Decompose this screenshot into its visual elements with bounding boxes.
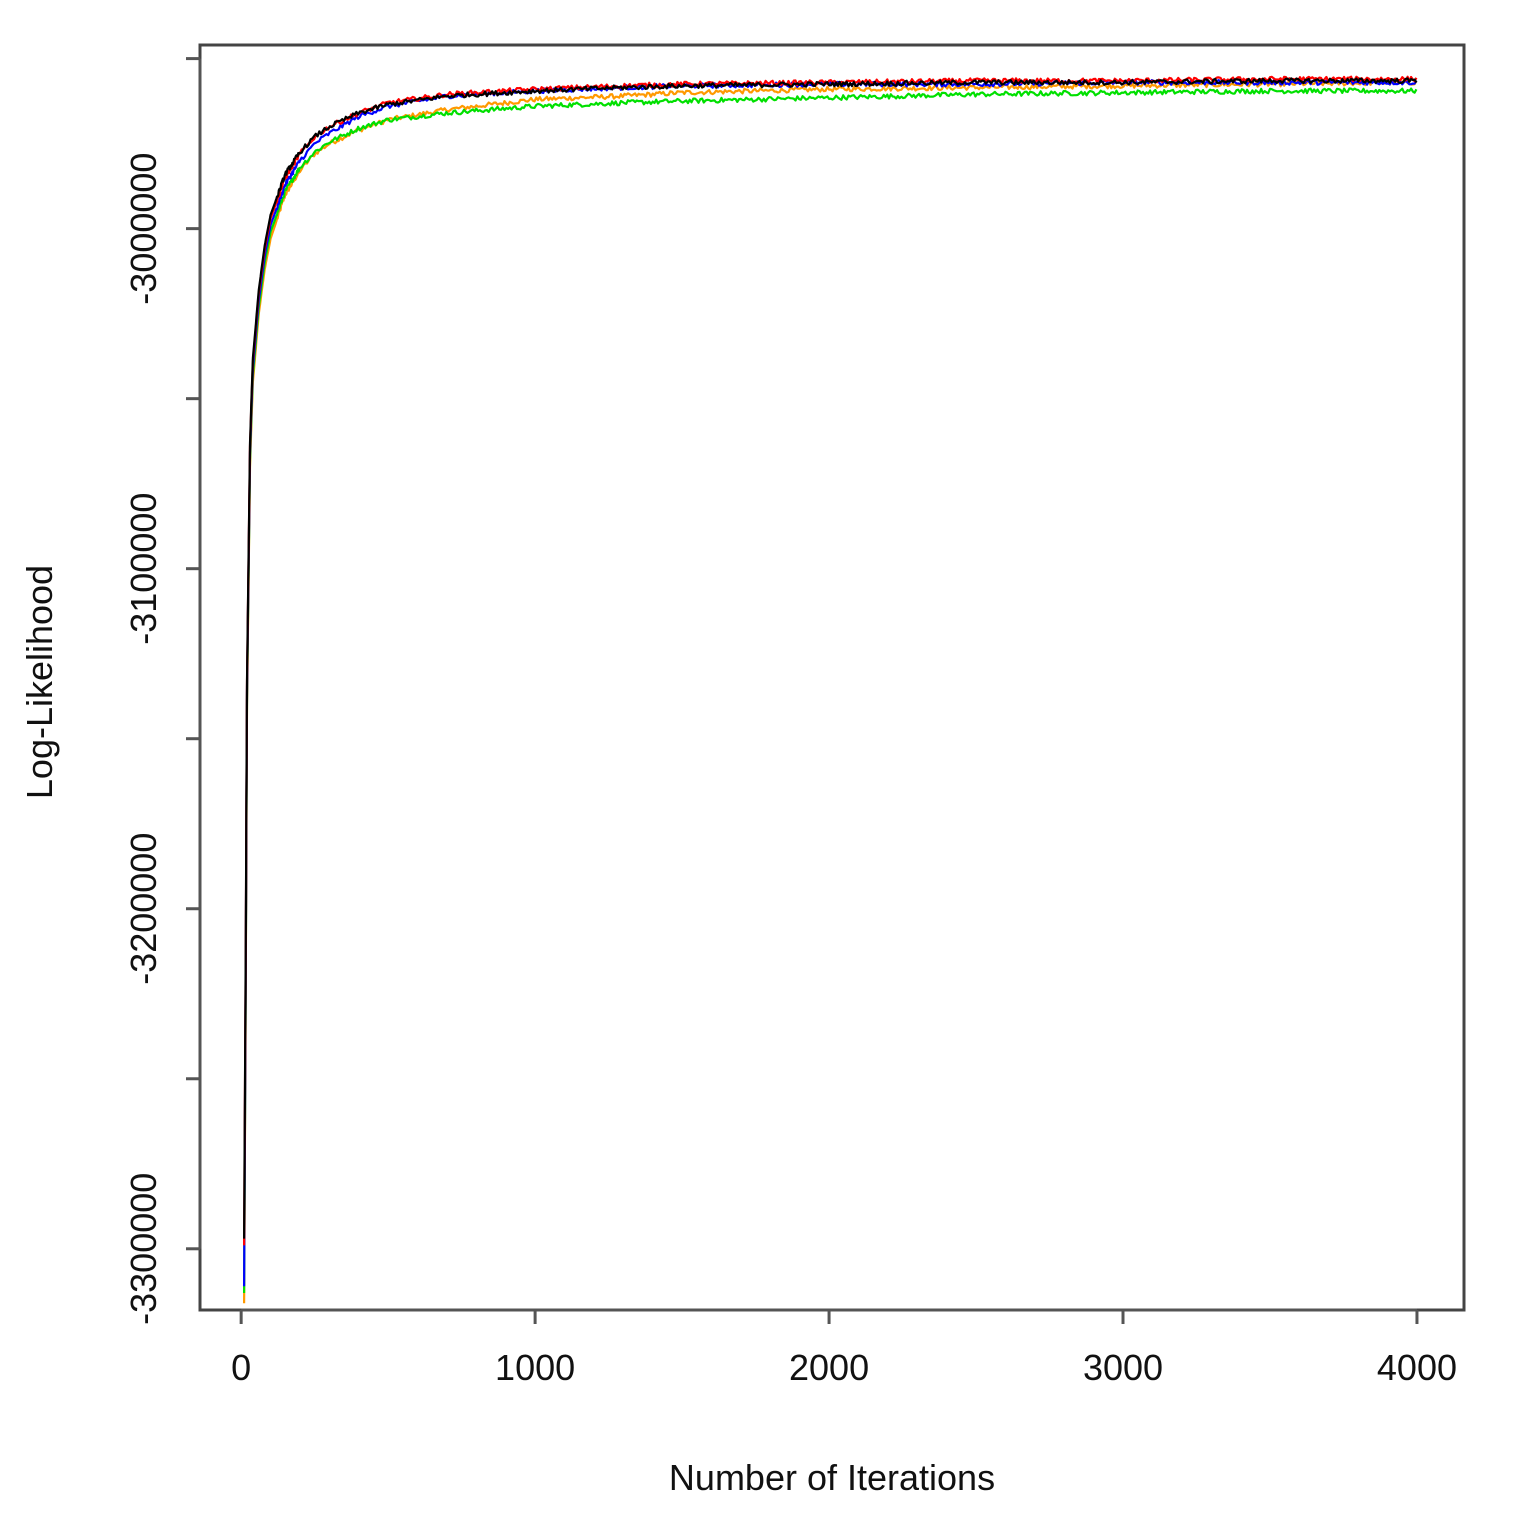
y-tick-label: -3300000 (123, 1173, 164, 1325)
x-axis-title: Number of Iterations (669, 1457, 995, 1498)
x-tick-label: 1000 (495, 1347, 575, 1388)
x-tick-label: 0 (231, 1347, 251, 1388)
series-layer (243, 75, 1418, 1304)
y-tick-label: -3100000 (123, 493, 164, 645)
x-tick-label: 4000 (1377, 1347, 1457, 1388)
axes-layer: 0 1000 2000 3000 4000 -3300000 -3200000 -310000… (123, 57, 1457, 1388)
y-tick-label: -3200000 (123, 833, 164, 985)
y-axis-title: Log-Likelihood (19, 565, 60, 799)
series-line-5 (243, 77, 1418, 1239)
x-tick-label: 3000 (1083, 1347, 1163, 1388)
series-line-2 (243, 87, 1418, 1294)
x-tick-label: 2000 (789, 1347, 869, 1388)
y-tick-label: -3000000 (123, 153, 164, 305)
